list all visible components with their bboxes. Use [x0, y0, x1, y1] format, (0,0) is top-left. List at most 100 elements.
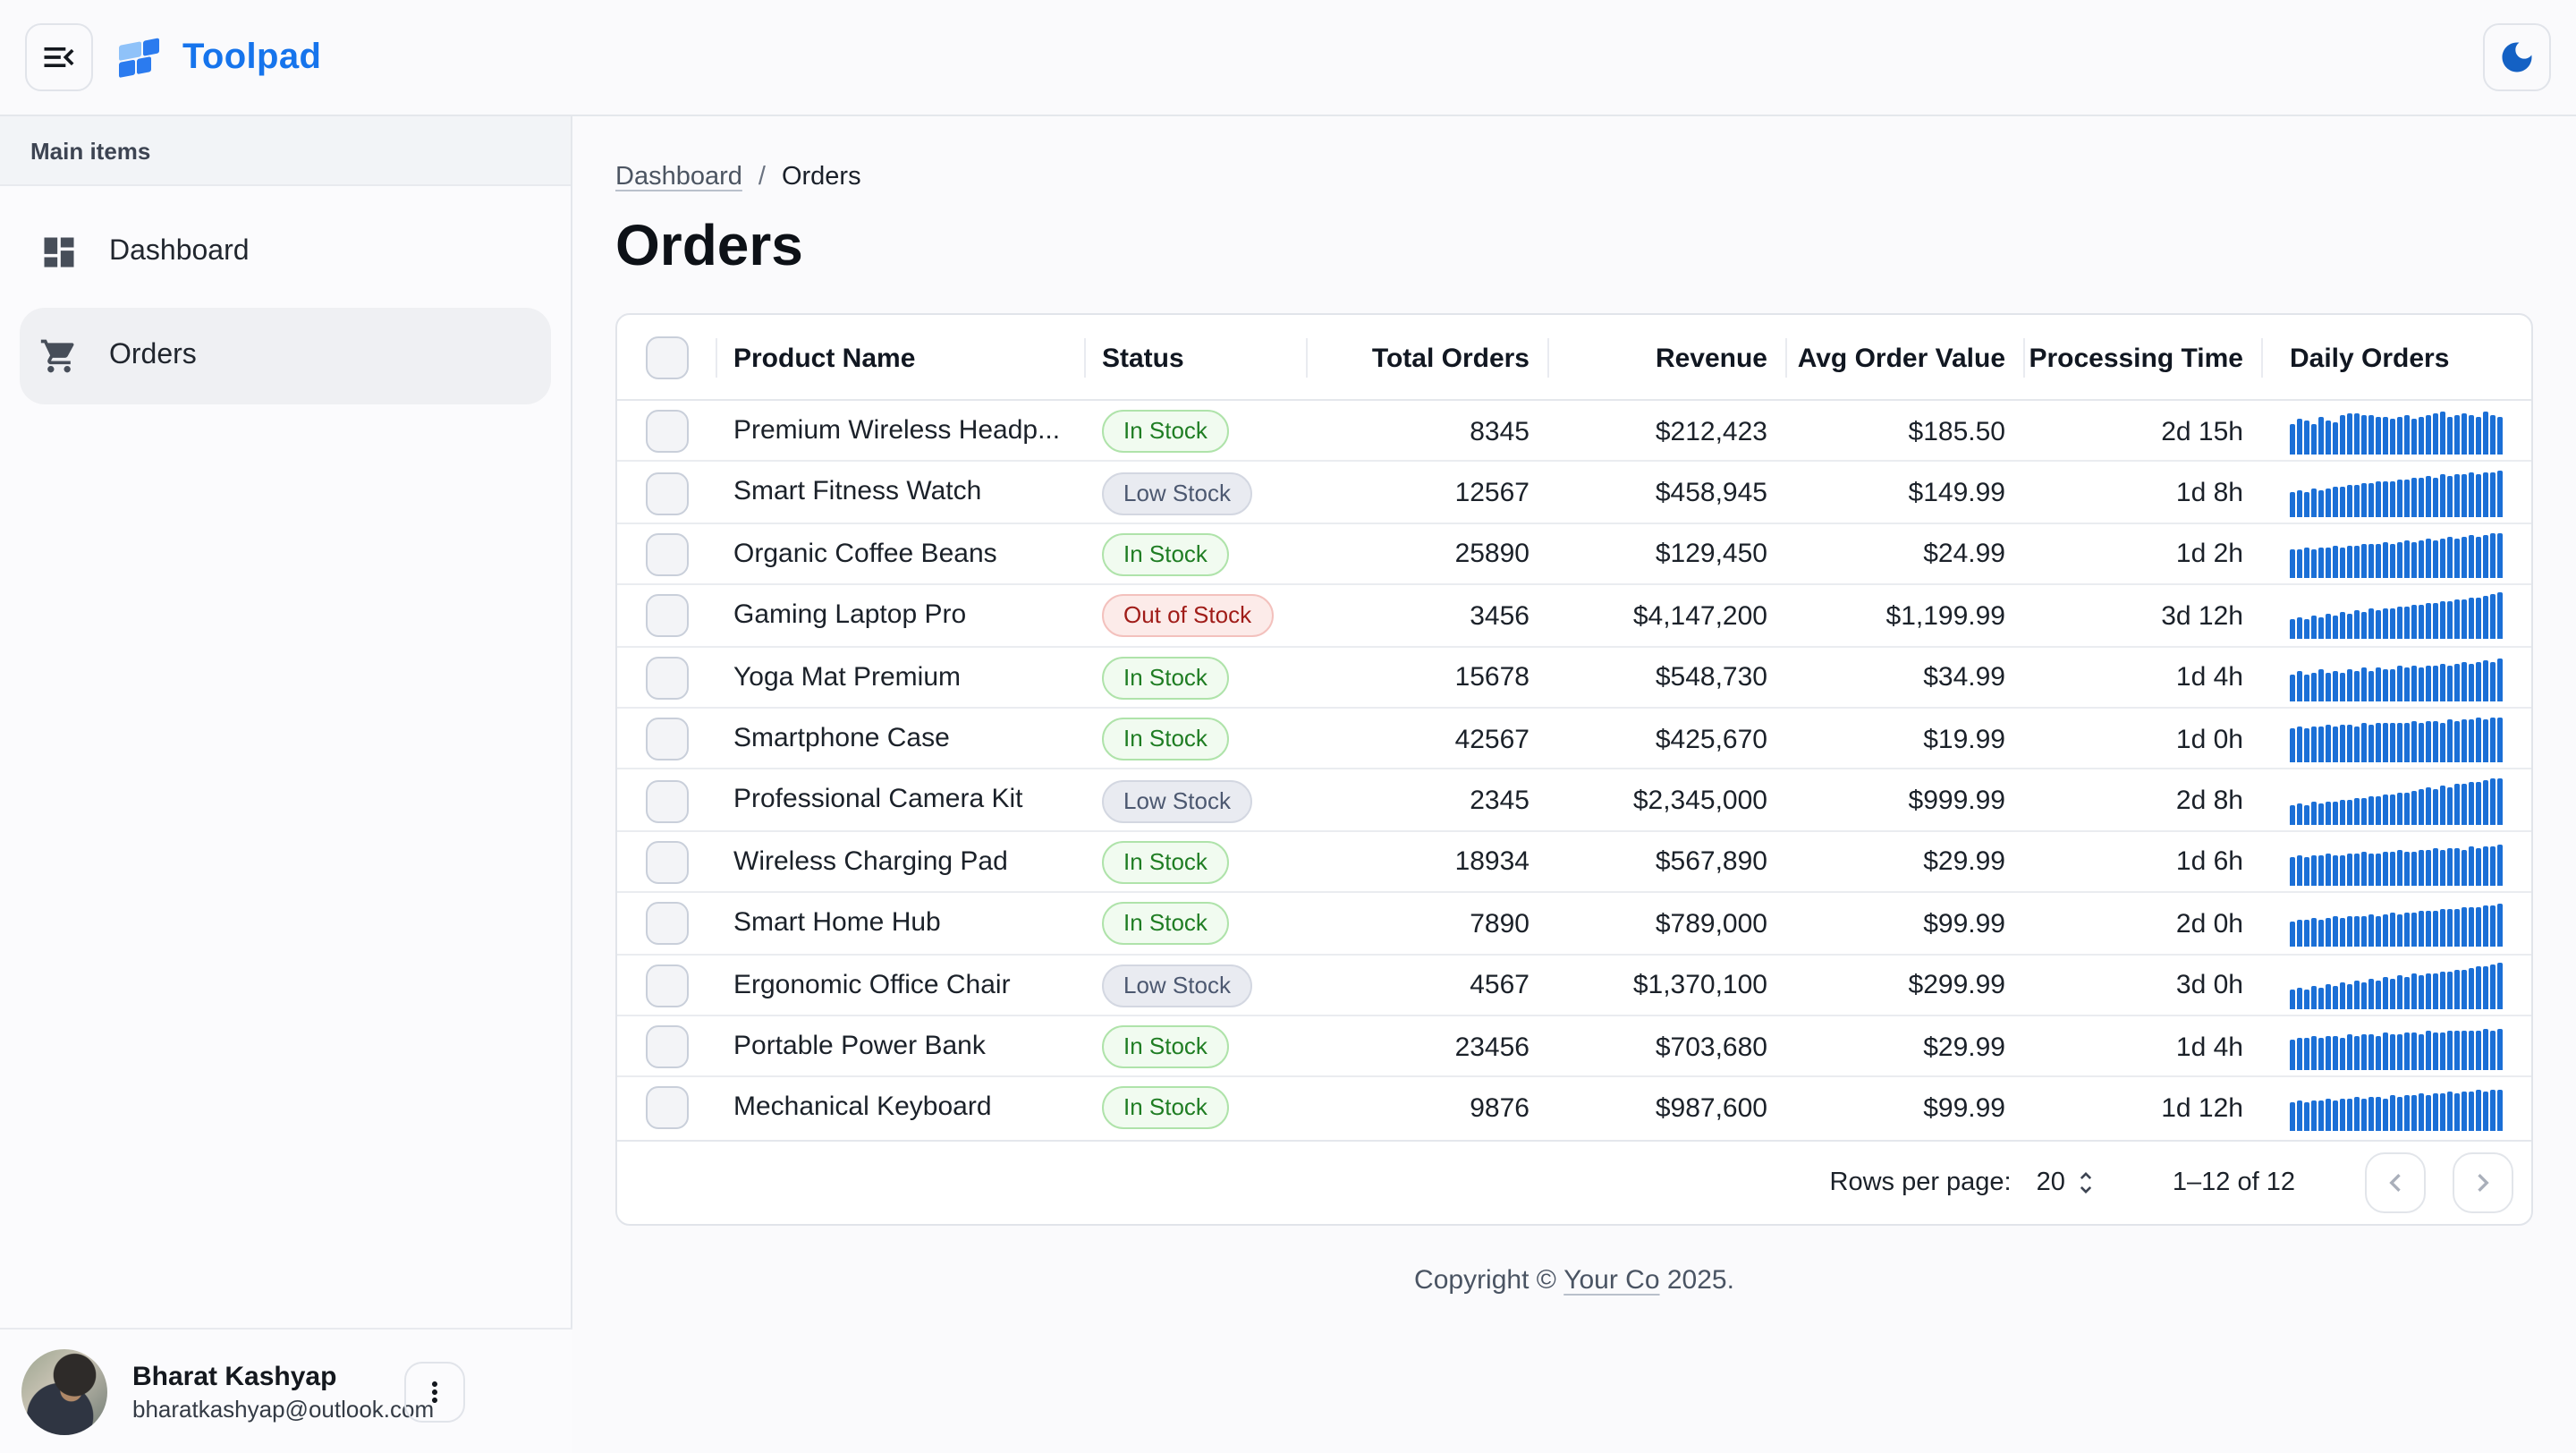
cell-processing-time: 1d 6h — [2175, 846, 2243, 878]
table-row[interactable]: Mechanical Keyboard In Stock 9876 $987,6… — [617, 1078, 2531, 1140]
cell-processing-time: 1d 4h — [2175, 1032, 2243, 1063]
row-checkbox[interactable] — [645, 410, 688, 454]
cell-avg-order-value: $99.99 — [1923, 908, 2005, 939]
user-menu-button[interactable] — [404, 1361, 465, 1422]
cell-total-orders: 42567 — [1454, 724, 1530, 755]
status-badge: In Stock — [1102, 656, 1229, 700]
table-row[interactable]: Smart Home Hub In Stock 7890 $789,000 $9… — [617, 893, 2531, 956]
table-row[interactable]: Yoga Mat Premium In Stock 15678 $548,730… — [617, 647, 2531, 709]
cell-daily-orders — [2261, 1078, 2522, 1140]
column-header-total-orders[interactable]: Total Orders — [1306, 315, 1547, 401]
select-all-checkbox[interactable] — [645, 336, 688, 379]
sidebar-section-label: Main items — [0, 116, 571, 186]
cell-product-name: Mechanical Keyboard — [733, 1092, 992, 1123]
table-row[interactable]: Premium Wireless Headp... In Stock 8345 … — [617, 401, 2531, 463]
cell-daily-orders — [2261, 770, 2522, 832]
cell-product-name: Premium Wireless Headp... — [733, 415, 1061, 446]
cell-processing-time: 1d 4h — [2175, 662, 2243, 693]
daily-orders-sparkline — [2261, 901, 2503, 947]
cell-revenue: $2,345,000 — [1632, 786, 1767, 817]
row-checkbox-cell — [617, 831, 716, 893]
row-checkbox[interactable] — [645, 964, 688, 1007]
cell-product-name: Ergonomic Office Chair — [733, 969, 1011, 1000]
table-row[interactable]: Smartphone Case In Stock 42567 $425,670 … — [617, 709, 2531, 770]
daily-orders-sparkline — [2261, 1024, 2503, 1071]
table-row[interactable]: Portable Power Bank In Stock 23456 $703,… — [617, 1016, 2531, 1078]
row-checkbox[interactable] — [645, 472, 688, 515]
table-row[interactable]: Smart Fitness Watch Low Stock 12567 $458… — [617, 463, 2531, 524]
sidebar: Main items Dashboard Orders Bharat Kashy… — [0, 116, 572, 1453]
cell-status: Out of Stock — [1084, 585, 1306, 647]
cell-total-orders: 4567 — [1470, 970, 1530, 1001]
cell-product-name: Smartphone Case — [733, 722, 950, 753]
row-checkbox[interactable] — [645, 902, 688, 946]
cell-product-name: Gaming Laptop Pro — [733, 599, 967, 631]
cell-avg-order-value: $29.99 — [1923, 1032, 2005, 1063]
user-avatar[interactable] — [21, 1348, 107, 1434]
next-page-button[interactable] — [2453, 1151, 2513, 1213]
table-row[interactable]: Wireless Charging Pad In Stock 18934 $56… — [617, 831, 2531, 894]
cell-total-orders: 7890 — [1470, 908, 1530, 939]
sidebar-item-label: Orders — [109, 340, 197, 370]
column-header-processing-time[interactable]: Processing Time — [2023, 315, 2261, 401]
row-checkbox[interactable] — [645, 1025, 688, 1069]
column-header-avg-order-value[interactable]: Avg Order Value — [1785, 315, 2023, 401]
rows-per-page-select[interactable]: 20 — [2037, 1168, 2101, 1196]
status-badge: In Stock — [1102, 1025, 1229, 1069]
theme-toggle-button[interactable] — [2483, 23, 2551, 91]
cell-avg-order-value: $24.99 — [1923, 539, 2005, 570]
row-checkbox[interactable] — [645, 656, 688, 700]
row-checkbox-cell — [617, 770, 716, 832]
previous-page-button[interactable] — [2365, 1151, 2426, 1213]
breadcrumb-link-dashboard[interactable]: Dashboard — [615, 163, 742, 191]
cell-product-name: Professional Camera Kit — [733, 784, 1023, 815]
app-bar: Toolpad — [0, 0, 2576, 116]
table-row[interactable]: Professional Camera Kit Low Stock 2345 $… — [617, 770, 2531, 832]
collapse-sidebar-button[interactable] — [25, 23, 93, 91]
row-checkbox-cell — [617, 1016, 716, 1078]
cell-processing-time: 2d 15h — [2161, 416, 2243, 447]
cell-revenue: $1,370,100 — [1632, 970, 1767, 1001]
row-checkbox[interactable] — [645, 718, 688, 761]
cell-status: In Stock — [1084, 647, 1306, 709]
row-checkbox[interactable] — [645, 779, 688, 823]
row-checkbox-cell — [617, 955, 716, 1016]
column-header-revenue[interactable]: Revenue — [1547, 315, 1785, 401]
cell-avg-order-value: $29.99 — [1923, 846, 2005, 878]
pagination-range: 1–12 of 12 — [2172, 1168, 2295, 1197]
row-checkbox[interactable] — [645, 532, 688, 576]
table-row[interactable]: Organic Coffee Beans In Stock 25890 $129… — [617, 524, 2531, 586]
cell-total-orders: 18934 — [1454, 846, 1530, 878]
row-checkbox[interactable] — [645, 840, 688, 884]
brand[interactable]: Toolpad — [114, 30, 321, 84]
cell-revenue: $789,000 — [1655, 908, 1767, 939]
row-checkbox[interactable] — [645, 1086, 688, 1130]
cell-processing-time: 1d 12h — [2161, 1092, 2243, 1124]
rows-per-page-label: Rows per page: — [1829, 1168, 2012, 1197]
rows-per-page-value: 20 — [2036, 1168, 2065, 1197]
sidebar-item-dashboard[interactable]: Dashboard — [20, 204, 551, 301]
sidebar-item-orders[interactable]: Orders — [20, 308, 551, 404]
column-header-daily-orders[interactable]: Daily Orders — [2261, 315, 2522, 401]
page-title: Orders — [615, 213, 803, 277]
cell-total-orders: 3456 — [1470, 600, 1530, 632]
company-link[interactable]: Your Co — [1563, 1264, 1660, 1296]
daily-orders-sparkline — [2261, 839, 2503, 886]
cell-revenue: $458,945 — [1655, 478, 1767, 509]
row-checkbox-cell — [617, 893, 716, 955]
status-badge: Low Stock — [1102, 779, 1252, 823]
copyright-prefix: Copyright © — [1414, 1264, 1556, 1296]
cell-avg-order-value: $299.99 — [1908, 970, 2005, 1001]
user-name: Bharat Kashyap — [132, 1361, 337, 1391]
cell-revenue: $425,670 — [1655, 724, 1767, 755]
status-badge: In Stock — [1102, 840, 1229, 884]
cell-avg-order-value: $99.99 — [1923, 1092, 2005, 1124]
row-checkbox[interactable] — [645, 594, 688, 638]
table-row[interactable]: Ergonomic Office Chair Low Stock 4567 $1… — [617, 955, 2531, 1016]
column-header-status[interactable]: Status — [1084, 315, 1306, 401]
column-header-product-name[interactable]: Product Name — [716, 315, 1084, 401]
unfold-more-icon — [2080, 1171, 2093, 1194]
cell-total-orders: 2345 — [1470, 786, 1530, 817]
table-row[interactable]: Gaming Laptop Pro Out of Stock 3456 $4,1… — [617, 585, 2531, 648]
